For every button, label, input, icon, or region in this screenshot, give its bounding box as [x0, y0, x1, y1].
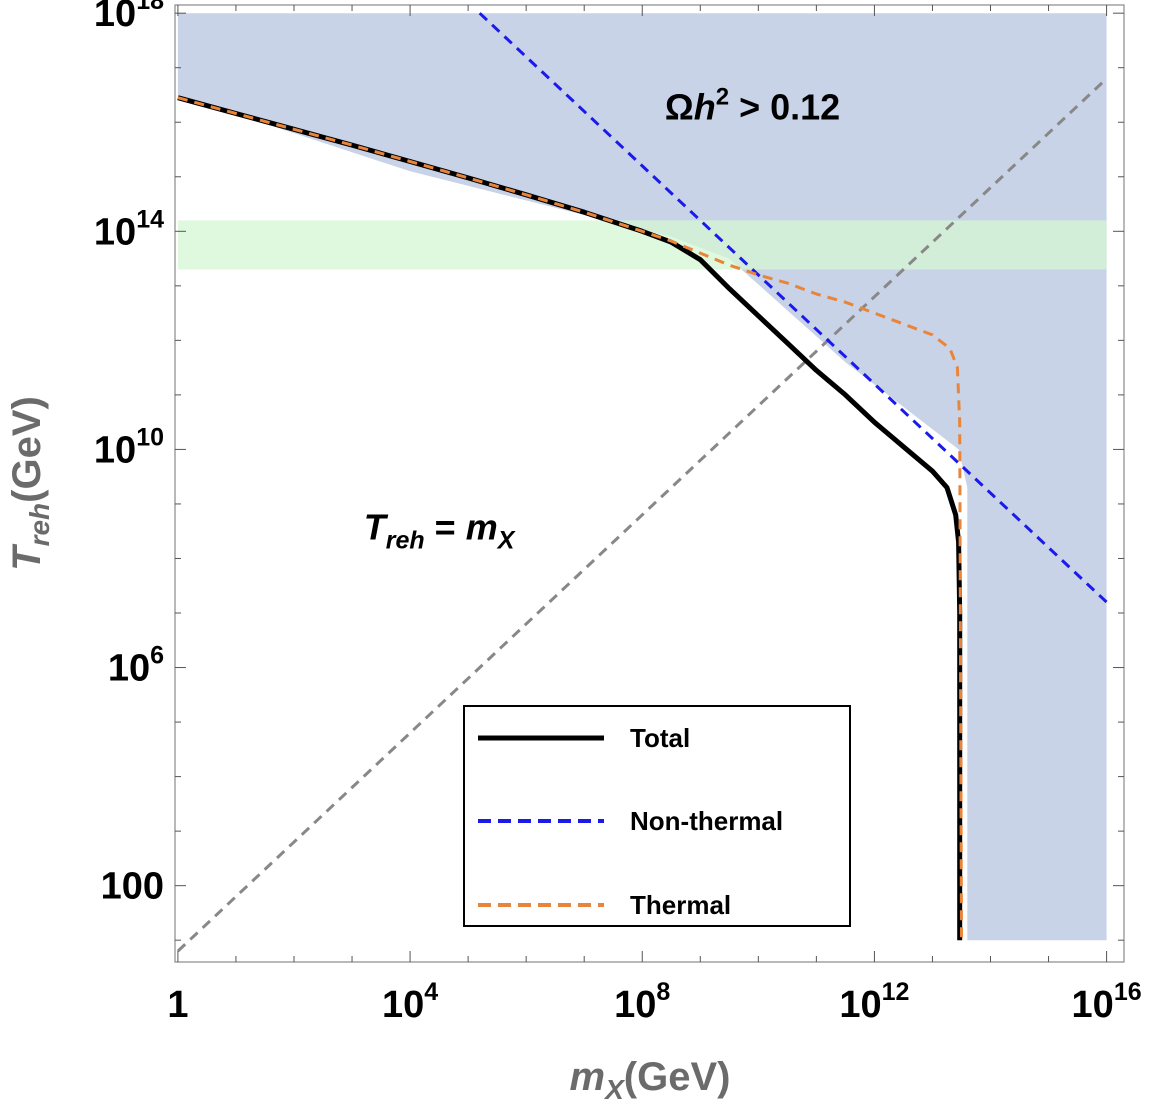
legend: Total Non-thermal Thermal [463, 705, 851, 927]
y-tick-base: 10 [108, 648, 150, 690]
green-band [177, 220, 1107, 270]
series-non-thermal [478, 12, 1108, 604]
x-tick-label: 108 [614, 978, 670, 1026]
treh-annotation: Treh = mX [364, 506, 516, 554]
y-tick-label: 1010 [94, 423, 164, 471]
treh-equals: = [425, 506, 466, 547]
x-axis-unit: (GeV) [624, 1055, 731, 1099]
y-tick-exponent: 10 [136, 423, 164, 451]
x-tick-label: 1016 [1072, 978, 1142, 1026]
y-axis-label: Treh(GeV) [5, 396, 55, 571]
x-tick-base: 10 [614, 984, 656, 1026]
treh-var: T [364, 506, 389, 547]
y-tick-label: 106 [108, 642, 164, 690]
x-tick-text: 1 [167, 984, 188, 1026]
axes-frame [174, 4, 1125, 963]
y-tick-base: 10 [94, 211, 136, 253]
y-tick-exponent: 18 [136, 0, 164, 15]
omega-threshold: > 0.12 [729, 87, 840, 128]
y-axis-var: T [5, 543, 49, 571]
omega-annotation: Ωh2 > 0.12 [665, 84, 840, 128]
x-tick-exponent: 16 [1114, 978, 1142, 1006]
y-tick-exponent: 6 [150, 642, 164, 670]
omega-symbol: Ω [665, 87, 694, 128]
x-tick-label: 104 [382, 978, 438, 1026]
x-tick-label: 1012 [839, 978, 909, 1026]
y-axis-sub: reh [24, 503, 55, 547]
omega-h: h [694, 87, 716, 128]
treh-sub: reh [386, 526, 425, 554]
series-thermal [177, 96, 963, 941]
y-tick-base: 10 [94, 0, 136, 35]
annotations-layer: Ωh2 > 0.12 Treh = mX [364, 84, 840, 555]
omega-exponent: 2 [716, 84, 729, 111]
x-axis-label: mX(GeV) [570, 1055, 731, 1102]
x-axis-var: m [570, 1055, 606, 1099]
x-tick-exponent: 12 [882, 978, 910, 1006]
y-tick-label: 1018 [94, 0, 164, 35]
legend-label-non-thermal: Non-thermal [630, 806, 783, 836]
x-tick-base: 10 [382, 984, 424, 1026]
y-tick-exponent: 14 [136, 205, 164, 233]
series-t-reh-m-x [176, 77, 1108, 953]
plot-frame [174, 4, 1125, 963]
treh-mass-var: m [466, 506, 498, 547]
legend-label-thermal: Thermal [630, 890, 731, 920]
ticks-layer: 1 104 108 1012 1016100106101010141018mX(GeV)… [5, 0, 1142, 1102]
series-layer [176, 12, 1108, 953]
y-axis-unit: (GeV) [5, 396, 49, 503]
legend-label-total: Total [630, 723, 690, 753]
x-axis-sub: X [603, 1074, 626, 1102]
y-tick-label: 100 [101, 866, 164, 908]
x-tick-base: 10 [1072, 984, 1114, 1026]
x-tick-label: 1 [167, 984, 188, 1026]
x-tick-base: 10 [839, 984, 881, 1026]
treh-mass-sub: X [496, 526, 516, 554]
regions-layer [177, 13, 1107, 941]
x-tick-exponent: 8 [656, 978, 670, 1006]
legend-box [463, 705, 851, 927]
y-tick-base: 10 [94, 429, 136, 471]
y-tick-text: 100 [101, 866, 164, 908]
x-tick-exponent: 4 [424, 978, 438, 1006]
y-tick-label: 1014 [94, 205, 164, 253]
